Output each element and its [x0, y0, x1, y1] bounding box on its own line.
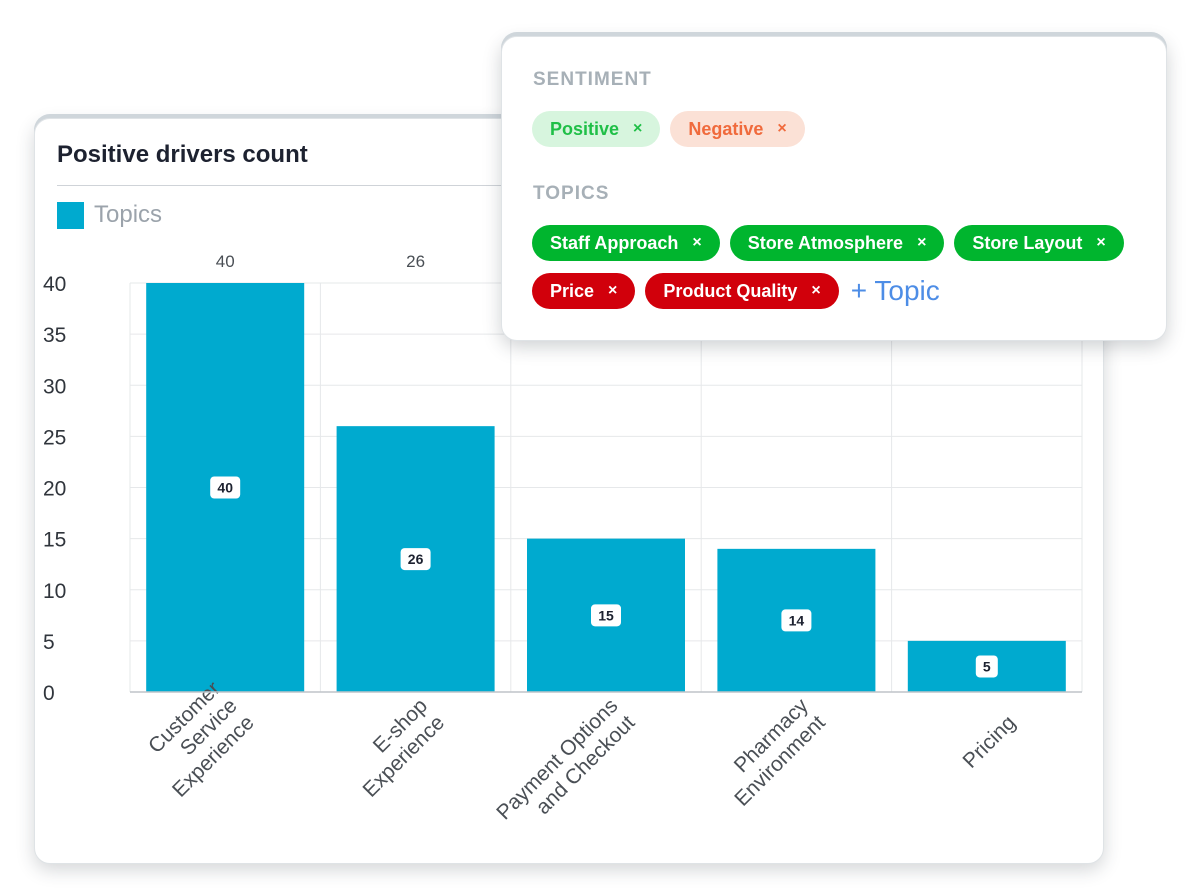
x-tick-label-line: Pricing: [959, 711, 1021, 773]
chip-label: Positive: [550, 118, 620, 139]
top-value-label: 40: [216, 252, 235, 271]
topic-chip-store-atmosphere[interactable]: Store Atmosphere ×: [729, 225, 945, 261]
data-label-badge: [210, 476, 241, 499]
remove-chip-icon[interactable]: ×: [692, 234, 702, 251]
y-tick-label: 30: [43, 375, 66, 398]
topics-chip-row-1: Staff Approach × Store Atmosphere × Stor…: [532, 225, 1124, 261]
data-label: 5: [983, 658, 991, 674]
y-tick-label: 0: [43, 682, 55, 705]
x-tick-label: Pricing: [959, 711, 1021, 773]
remove-chip-icon[interactable]: ×: [633, 120, 643, 137]
filter-panel: SENTIMENT Positive × Negative × TOPICS S…: [501, 36, 1167, 341]
data-label: 14: [789, 612, 805, 628]
topics-section-label: TOPICS: [533, 183, 610, 204]
topic-chip-price[interactable]: Price ×: [532, 273, 636, 309]
chip-label: Price: [550, 280, 595, 301]
remove-chip-icon[interactable]: ×: [1096, 234, 1106, 251]
y-tick-label: 35: [43, 324, 66, 347]
chart-legend[interactable]: Topics: [57, 201, 162, 229]
y-tick-label: 20: [43, 478, 66, 501]
remove-chip-icon[interactable]: ×: [917, 234, 927, 251]
topic-chip-product-quality[interactable]: Product Quality ×: [645, 273, 839, 309]
sentiment-chip-positive[interactable]: Positive ×: [532, 111, 661, 147]
data-label-badge: [400, 548, 431, 571]
top-value-label: 26: [406, 252, 425, 271]
y-tick-label: 40: [43, 273, 66, 296]
chip-label: Store Layout: [972, 232, 1083, 253]
y-tick-label: 5: [43, 631, 55, 654]
data-label: 40: [217, 480, 233, 496]
y-tick-label: 10: [43, 580, 66, 603]
data-label-badge: [781, 609, 812, 632]
bar-chart: 0 5 10 15 20 25 30 35 40 40 40 CustomerServiceExper…: [43, 252, 1083, 824]
remove-chip-icon[interactable]: ×: [811, 282, 821, 299]
chart-title: Positive drivers count: [57, 141, 308, 168]
y-tick-label: 25: [43, 426, 66, 449]
legend-label: Topics: [94, 201, 163, 228]
remove-chip-icon[interactable]: ×: [608, 282, 618, 299]
chip-label: Store Atmosphere: [747, 232, 904, 253]
topic-chip-staff-approach[interactable]: Staff Approach ×: [532, 225, 720, 261]
sentiment-section-label: SENTIMENT: [533, 69, 652, 90]
title-divider: [57, 185, 527, 186]
chip-label: Product Quality: [663, 280, 798, 301]
legend-swatch: [57, 201, 84, 229]
topic-chip-store-layout[interactable]: Store Layout ×: [954, 225, 1124, 261]
sentiment-chip-row: Positive × Negative ×: [532, 111, 805, 147]
add-topic-button[interactable]: + Topic: [850, 275, 940, 306]
remove-chip-icon[interactable]: ×: [777, 120, 787, 137]
chip-label: Negative: [688, 118, 764, 139]
data-label-badge: [975, 655, 998, 678]
chip-label: Staff Approach: [550, 232, 679, 253]
topics-chip-row-2: Price × Product Quality × + Topic: [532, 273, 940, 309]
data-label-badge: [591, 604, 621, 627]
data-label: 15: [598, 607, 614, 623]
data-label: 26: [408, 551, 424, 567]
sentiment-chip-negative[interactable]: Negative ×: [670, 111, 805, 147]
y-tick-label: 15: [43, 529, 66, 552]
